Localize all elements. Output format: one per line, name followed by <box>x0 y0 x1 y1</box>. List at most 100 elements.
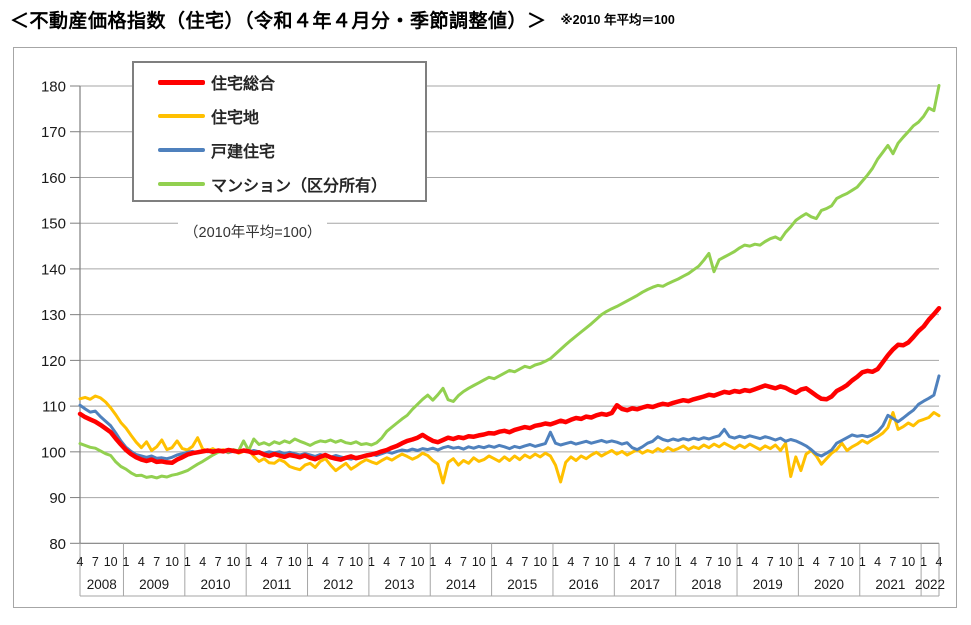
x-month-label: 1 <box>736 555 743 569</box>
x-month-label: 10 <box>472 555 486 569</box>
x-month-label: 1 <box>368 555 375 569</box>
legend-label-residential-land: 住宅地 <box>211 110 260 127</box>
axes <box>70 85 940 597</box>
x-month-label: 7 <box>583 555 590 569</box>
x-year-label: 2015 <box>507 577 537 592</box>
x-month-label: 4 <box>567 555 574 569</box>
legend-line-condominium <box>158 182 205 186</box>
legend-line-detached-house <box>158 148 205 152</box>
x-month-label: 1 <box>920 555 927 569</box>
x-month-label: 4 <box>383 555 390 569</box>
legend-item-residential-land: 住宅地 <box>134 99 425 133</box>
x-month-label: 1 <box>797 555 804 569</box>
x-year-label: 2010 <box>200 577 230 592</box>
x-month-label: 1 <box>307 555 314 569</box>
x-month-label: 4 <box>199 555 206 569</box>
x-month-label: 7 <box>890 555 897 569</box>
x-month-label: 4 <box>751 555 758 569</box>
y-tick-label: 110 <box>42 399 66 416</box>
y-tick-label: 130 <box>41 307 66 324</box>
legend-item-condominium: マンション（区分所有） <box>134 167 425 201</box>
legend-label-detached-house: 戸建住宅 <box>211 144 276 161</box>
legend-line-residential-total <box>158 79 205 85</box>
x-month-label: 10 <box>901 555 915 569</box>
y-tick-label: 120 <box>41 353 66 370</box>
series-line-residential-total <box>77 305 942 466</box>
x-month-label: 7 <box>521 555 528 569</box>
base-year-note: （2010年平均=100） <box>178 220 328 243</box>
legend-line-residential-land <box>158 114 205 118</box>
x-year-label: 2008 <box>87 577 117 592</box>
page-title: ＜不動産価格指数（住宅）（令和４年４月分・季節調整値）＞ <box>10 11 547 32</box>
x-month-label: 10 <box>288 555 302 569</box>
series-line-residential-land <box>78 394 941 485</box>
x-month-label: 7 <box>644 555 651 569</box>
x-month-label: 10 <box>349 555 363 569</box>
x-month-label: 10 <box>165 555 179 569</box>
title-row: ＜不動産価格指数（住宅）（令和４年４月分・季節調整値）＞ ※2010 年平均＝10… <box>10 6 675 33</box>
series-lines <box>77 84 942 485</box>
x-month-label: 10 <box>226 555 240 569</box>
x-year-label: 2012 <box>323 577 353 592</box>
x-month-label: 1 <box>613 555 620 569</box>
x-month-label: 4 <box>445 555 452 569</box>
x-year-label: 2020 <box>814 577 844 592</box>
x-month-label: 7 <box>337 555 344 569</box>
x-month-label: 1 <box>675 555 682 569</box>
x-month-label: 10 <box>656 555 670 569</box>
x-month-label: 4 <box>629 555 636 569</box>
x-month-label: 4 <box>77 555 84 569</box>
y-tick-label: 90 <box>49 490 66 507</box>
x-month-label: 4 <box>813 555 820 569</box>
x-year-label: 2016 <box>569 577 599 592</box>
x-month-label: 7 <box>460 555 467 569</box>
x-month-label: 10 <box>104 555 118 569</box>
x-month-label: 7 <box>767 555 774 569</box>
y-tick-label: 80 <box>49 536 66 553</box>
x-year-label: 2021 <box>875 577 905 592</box>
x-month-label: 7 <box>92 555 99 569</box>
x-month-label: 10 <box>411 555 425 569</box>
x-month-label: 10 <box>840 555 854 569</box>
x-month-label: 7 <box>153 555 160 569</box>
y-tick-label: 150 <box>41 216 66 233</box>
y-tick-label: 160 <box>41 170 66 187</box>
x-year-label: 2018 <box>691 577 721 592</box>
x-month-label: 1 <box>245 555 252 569</box>
x-month-label: 1 <box>429 555 436 569</box>
x-year-label: 2013 <box>385 577 415 592</box>
x-month-label: 1 <box>123 555 130 569</box>
x-year-label: 2011 <box>262 577 291 592</box>
legend-label-condominium: マンション（区分所有） <box>211 178 388 195</box>
x-month-label: 4 <box>506 555 513 569</box>
x-month-label: 4 <box>261 555 268 569</box>
x-month-label: 10 <box>717 555 731 569</box>
x-month-label: 7 <box>215 555 222 569</box>
x-month-label: 4 <box>936 555 943 569</box>
x-month-label: 4 <box>138 555 145 569</box>
legend-item-residential-total: 住宅総合 <box>134 65 425 99</box>
x-month-label: 7 <box>276 555 283 569</box>
chart-legend: 住宅総合 住宅地 戸建住宅 マンション（区分所有） <box>132 61 427 202</box>
x-month-label: 7 <box>705 555 712 569</box>
x-month-label: 10 <box>533 555 547 569</box>
x-month-label: 1 <box>491 555 498 569</box>
legend-item-detached-house: 戸建住宅 <box>134 133 425 167</box>
y-tick-label: 170 <box>41 124 66 141</box>
x-year-label: 2022 <box>915 577 945 592</box>
x-month-label: 10 <box>779 555 793 569</box>
legend-label-residential-total: 住宅総合 <box>211 76 276 93</box>
x-month-label: 10 <box>595 555 609 569</box>
x-month-label: 1 <box>184 555 191 569</box>
x-month-label: 1 <box>552 555 559 569</box>
x-month-label: 7 <box>828 555 835 569</box>
title-note: ※2010 年平均＝100 <box>560 13 675 27</box>
x-month-label: 4 <box>322 555 329 569</box>
y-tick-label: 140 <box>41 261 66 278</box>
x-year-label: 2017 <box>630 577 660 592</box>
y-tick-label: 180 <box>41 79 66 96</box>
x-month-label: 4 <box>874 555 881 569</box>
